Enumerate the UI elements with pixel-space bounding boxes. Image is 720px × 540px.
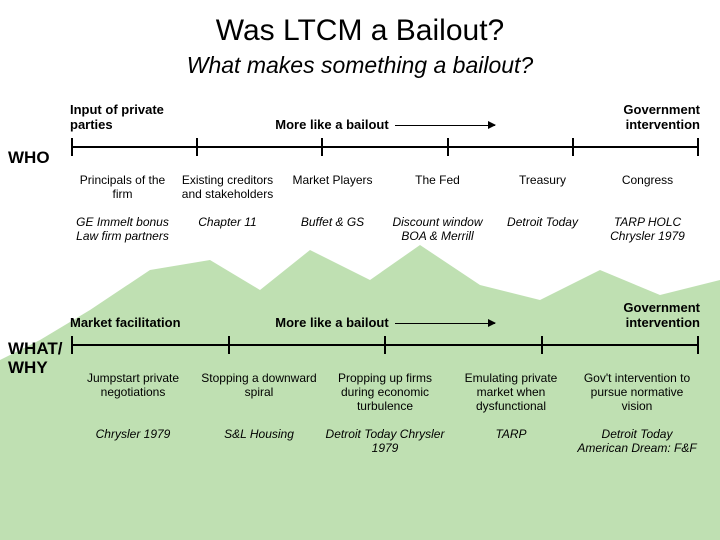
who-example: Buffet & GS (280, 216, 385, 244)
whatwhy-cell: Jumpstart private negotiations (70, 372, 196, 413)
who-cell: Treasury (490, 174, 595, 202)
whatwhy-example: Detroit Today Chrysler 1979 (322, 428, 448, 456)
arrow-right-icon (395, 125, 495, 126)
whatwhy-cell: Gov't intervention to pursue normative v… (574, 372, 700, 413)
who-cell: Market Players (280, 174, 385, 202)
who-row-2: GE Immelt bonus Law firm partners Chapte… (70, 216, 700, 244)
who-axis-label: WHO (8, 148, 68, 168)
who-left-label: Input of private parties (70, 102, 200, 132)
who-example: Discount window BOA & Merrill (385, 216, 490, 244)
who-example: GE Immelt bonus Law firm partners (70, 216, 175, 244)
arrow-right-icon (395, 323, 495, 324)
who-example: Chapter 11 (175, 216, 280, 244)
whatwhy-scale (70, 334, 700, 356)
who-example: Detroit Today (490, 216, 595, 244)
who-right-label: Government intervention (570, 102, 700, 132)
whatwhy-example: Chrysler 1979 (70, 428, 196, 456)
page-subtitle: What makes something a bailout? (0, 52, 720, 79)
whatwhy-example: TARP (448, 428, 574, 456)
whatwhy-left-label: Market facilitation (70, 315, 200, 330)
who-center-text: More like a bailout (275, 117, 388, 132)
who-cell: Principals of the firm (70, 174, 175, 202)
whatwhy-cell: Emulating private market when dysfunctio… (448, 372, 574, 413)
who-center-label: More like a bailout (200, 117, 570, 132)
who-scale (70, 136, 700, 158)
whatwhy-example: S&L Housing (196, 428, 322, 456)
whatwhy-example: Detroit Today American Dream: F&F (574, 428, 700, 456)
who-example: TARP HOLC Chrysler 1979 (595, 216, 700, 244)
who-cell: Existing creditors and stakeholders (175, 174, 280, 202)
whatwhy-center-text: More like a bailout (275, 315, 388, 330)
whatwhy-right-label: Government intervention (570, 300, 700, 330)
whatwhy-cell: Propping up firms during economic turbul… (322, 372, 448, 413)
who-cell: The Fed (385, 174, 490, 202)
whatwhy-axis-label: WHAT/ WHY (8, 340, 72, 377)
who-row-1: Principals of the firm Existing creditor… (70, 174, 700, 202)
whatwhy-row-2: Chrysler 1979 S&L Housing Detroit Today … (70, 428, 700, 456)
whatwhy-cell: Stopping a downward spiral (196, 372, 322, 413)
page-title: Was LTCM a Bailout? (0, 0, 720, 48)
who-cell: Congress (595, 174, 700, 202)
whatwhy-center-label: More like a bailout (200, 315, 570, 330)
whatwhy-row-1: Jumpstart private negotiations Stopping … (70, 372, 700, 413)
who-spectrum: Input of private parties More like a bai… (70, 102, 700, 158)
whatwhy-spectrum: Market facilitation More like a bailout … (70, 300, 700, 356)
